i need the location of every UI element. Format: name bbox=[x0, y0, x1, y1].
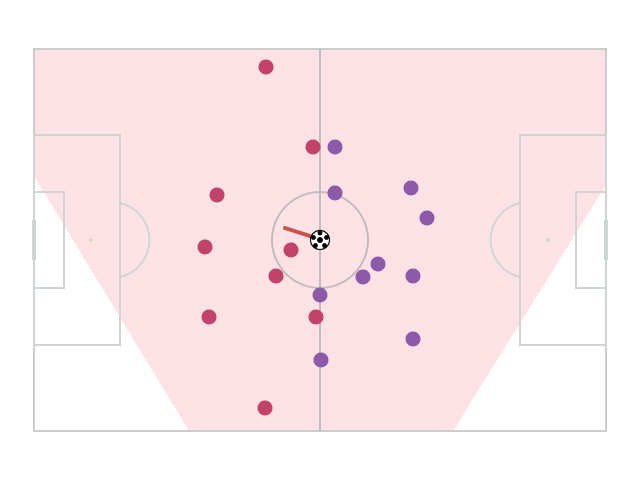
red-player-7 bbox=[201, 309, 217, 325]
red-player-4 bbox=[197, 239, 213, 255]
right-penalty-spot bbox=[546, 238, 550, 242]
purple-player-5 bbox=[370, 256, 386, 272]
purple-player-2 bbox=[327, 185, 343, 201]
purple-player-1 bbox=[327, 139, 343, 155]
team-red-players bbox=[197, 59, 324, 416]
kick-direction-arrow-icon bbox=[283, 226, 312, 238]
red-player-6 bbox=[268, 268, 284, 284]
left-penalty-arc bbox=[119, 202, 151, 278]
purple-player-4 bbox=[419, 210, 435, 226]
ball-patch-6 bbox=[311, 235, 316, 240]
team-purple-players bbox=[312, 139, 435, 368]
ball-patch-2 bbox=[317, 230, 323, 236]
purple-player-7 bbox=[405, 268, 421, 284]
pitch-lines bbox=[32, 48, 608, 432]
red-player-5 bbox=[283, 242, 299, 258]
ball-patch-3 bbox=[324, 235, 329, 240]
red-player-1 bbox=[258, 59, 274, 75]
red-player-8 bbox=[308, 309, 324, 325]
purple-player-6 bbox=[355, 269, 371, 285]
purple-player-8 bbox=[312, 287, 328, 303]
red-player-9 bbox=[257, 400, 273, 416]
right-penalty-arc bbox=[489, 202, 521, 278]
ball-patch-5 bbox=[313, 243, 318, 248]
red-player-2 bbox=[305, 139, 321, 155]
purple-player-3 bbox=[403, 180, 419, 196]
red-player-3 bbox=[209, 187, 225, 203]
purple-player-10 bbox=[313, 352, 329, 368]
ball-patch-4 bbox=[322, 243, 327, 248]
left-penalty-spot bbox=[89, 238, 93, 242]
ball-patch-1 bbox=[317, 237, 323, 243]
soccer-ball-icon bbox=[309, 229, 331, 251]
purple-player-9 bbox=[405, 331, 421, 347]
